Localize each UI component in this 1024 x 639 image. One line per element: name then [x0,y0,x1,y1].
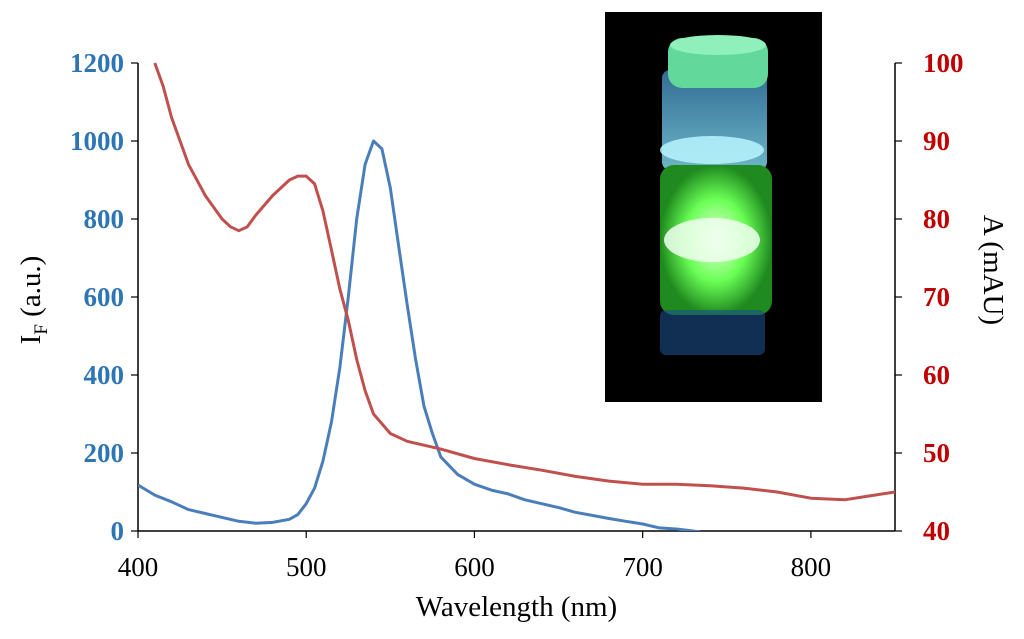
right-tick-label: 40 [923,516,950,546]
left-axis-label: IF (a.u.) [15,256,52,345]
series-line-absorbance [153,62,895,502]
x-tick-label: 600 [454,552,495,582]
right-tick-label: 70 [923,282,950,312]
left-axis-label-subscript: F [31,324,52,335]
left-axis-label-main: I [15,335,47,345]
left-tick-label: 0 [111,516,125,546]
x-axis-label: Wavelength (nm) [416,591,617,623]
right-tick-label: 80 [923,204,950,234]
right-tick-label: 50 [923,438,950,468]
inset-photo [605,12,822,402]
left-tick-label: 800 [84,204,125,234]
right-axis-label: A (mAU) [977,215,1009,325]
x-tick-label: 500 [286,552,327,582]
x-tick-label: 700 [622,552,663,582]
left-tick-label: 1200 [70,48,124,78]
right-tick-label: 100 [923,48,964,78]
right-tick-label: 90 [923,126,950,156]
right-tick-label: 60 [923,360,950,390]
left-tick-label: 200 [84,438,125,468]
series-line-fluorescence [138,139,702,531]
left-tick-label: 400 [84,360,125,390]
x-tick-label: 800 [791,552,832,582]
left-tick-label: 1000 [70,126,124,156]
x-tick-label: 400 [118,552,159,582]
left-tick-label: 600 [84,282,125,312]
left-axis-label-rest: (a.u.) [15,256,47,324]
